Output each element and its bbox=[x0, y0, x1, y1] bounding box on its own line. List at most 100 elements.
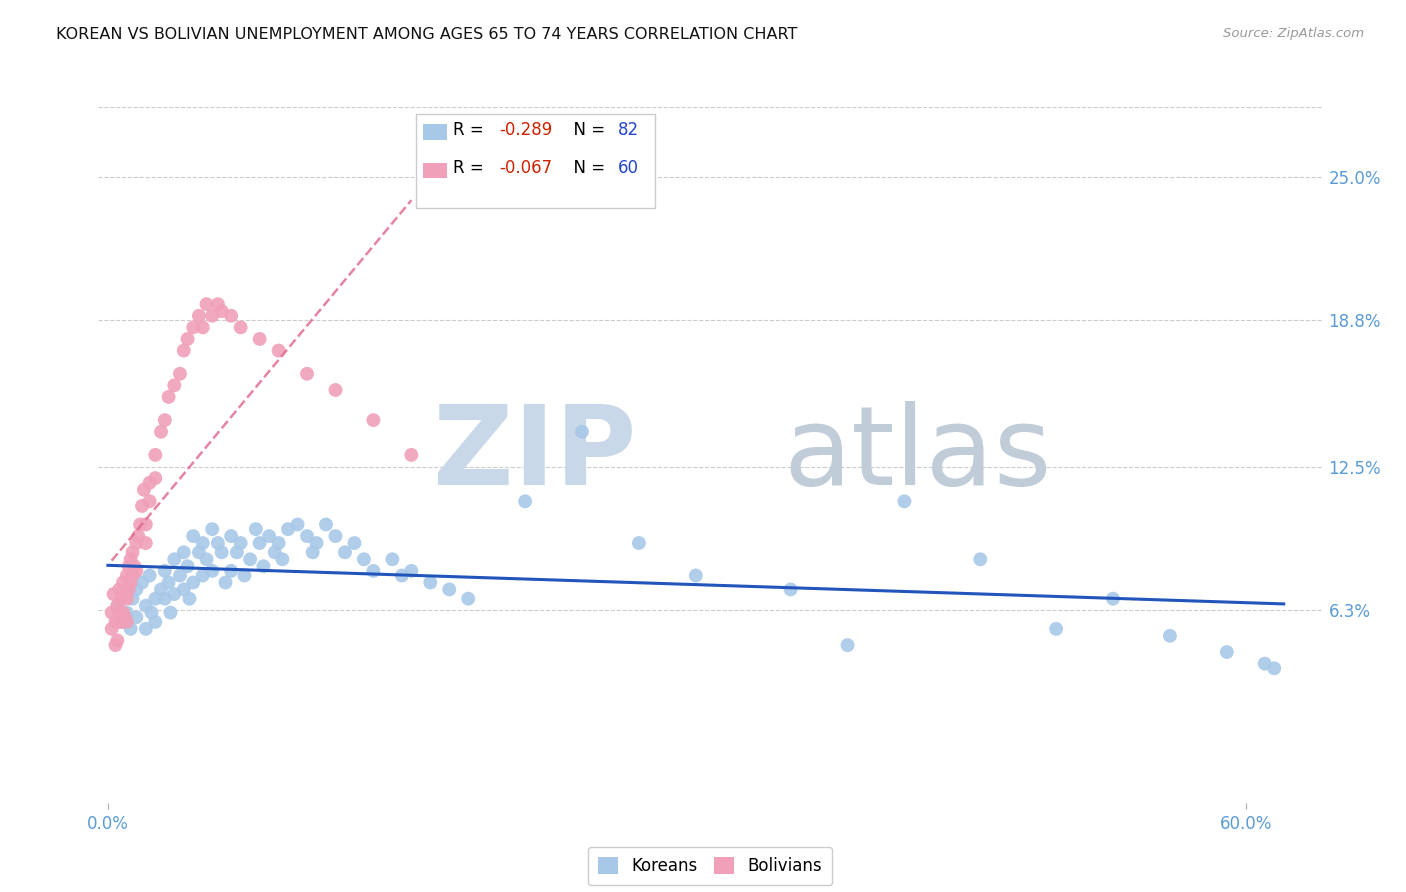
Point bbox=[131, 575, 153, 590]
Point bbox=[115, 615, 138, 629]
Point bbox=[124, 559, 146, 574]
Point bbox=[191, 568, 214, 582]
Point bbox=[135, 622, 157, 636]
Point bbox=[169, 367, 191, 381]
Point bbox=[229, 536, 252, 550]
Point bbox=[135, 517, 157, 532]
Point bbox=[114, 610, 136, 624]
Point bbox=[176, 559, 198, 574]
Point bbox=[143, 471, 166, 485]
Point bbox=[295, 367, 318, 381]
Point bbox=[173, 582, 195, 597]
Point bbox=[325, 529, 347, 543]
Point bbox=[1254, 657, 1277, 671]
Point bbox=[150, 582, 173, 597]
Point bbox=[150, 425, 173, 439]
Point bbox=[125, 582, 148, 597]
Point bbox=[104, 638, 127, 652]
Point bbox=[115, 568, 138, 582]
Point bbox=[353, 552, 375, 566]
Point bbox=[159, 606, 181, 620]
Point bbox=[287, 517, 309, 532]
Point bbox=[195, 297, 218, 311]
Text: N =: N = bbox=[564, 160, 610, 178]
Point bbox=[267, 343, 290, 358]
Point bbox=[131, 499, 153, 513]
Point bbox=[893, 494, 915, 508]
Point bbox=[115, 587, 138, 601]
Point bbox=[143, 448, 166, 462]
Point bbox=[153, 591, 176, 606]
Point bbox=[267, 536, 290, 550]
Point bbox=[201, 522, 224, 536]
Text: N =: N = bbox=[564, 121, 610, 139]
Point bbox=[245, 522, 267, 536]
Point bbox=[105, 633, 128, 648]
Point bbox=[252, 559, 274, 574]
Point bbox=[195, 552, 218, 566]
Point bbox=[105, 615, 128, 629]
Point bbox=[187, 309, 209, 323]
Point bbox=[207, 536, 229, 550]
FancyBboxPatch shape bbox=[423, 162, 447, 178]
Point bbox=[1159, 629, 1181, 643]
Point bbox=[112, 575, 135, 590]
Point bbox=[201, 309, 224, 323]
Point bbox=[837, 638, 859, 652]
Point bbox=[104, 615, 127, 629]
Point bbox=[138, 475, 160, 490]
Point bbox=[401, 448, 423, 462]
Point bbox=[115, 591, 138, 606]
Text: 82: 82 bbox=[619, 121, 640, 139]
Point bbox=[381, 552, 404, 566]
Point bbox=[301, 545, 323, 559]
Point bbox=[305, 536, 328, 550]
Point bbox=[120, 622, 142, 636]
Point bbox=[211, 545, 233, 559]
Point bbox=[219, 564, 242, 578]
Text: Source: ZipAtlas.com: Source: ZipAtlas.com bbox=[1223, 27, 1364, 40]
Point bbox=[173, 343, 195, 358]
Point bbox=[125, 564, 148, 578]
Point bbox=[363, 564, 385, 578]
Point bbox=[969, 552, 991, 566]
Point bbox=[181, 320, 204, 334]
Point bbox=[157, 575, 180, 590]
Point bbox=[391, 568, 413, 582]
Point bbox=[121, 591, 143, 606]
Point bbox=[277, 522, 299, 536]
Point bbox=[571, 425, 593, 439]
Point bbox=[110, 615, 132, 629]
Point bbox=[1216, 645, 1239, 659]
Point bbox=[457, 591, 479, 606]
Point bbox=[627, 536, 650, 550]
Point bbox=[249, 332, 271, 346]
Point bbox=[315, 517, 337, 532]
Point bbox=[419, 575, 441, 590]
Point bbox=[1263, 661, 1285, 675]
Point bbox=[114, 587, 136, 601]
Point bbox=[219, 309, 242, 323]
Point bbox=[363, 413, 385, 427]
Point bbox=[118, 582, 141, 597]
Text: ZIP: ZIP bbox=[433, 401, 637, 508]
Point bbox=[191, 536, 214, 550]
Point bbox=[169, 568, 191, 582]
Point bbox=[110, 591, 132, 606]
Point bbox=[333, 545, 356, 559]
Point bbox=[143, 615, 166, 629]
Point bbox=[239, 552, 262, 566]
Point bbox=[153, 564, 176, 578]
Point bbox=[249, 536, 271, 550]
Point bbox=[108, 606, 131, 620]
Point bbox=[105, 599, 128, 613]
Point bbox=[120, 575, 142, 590]
Point bbox=[685, 568, 707, 582]
Point bbox=[163, 552, 186, 566]
Point bbox=[214, 575, 236, 590]
Text: KOREAN VS BOLIVIAN UNEMPLOYMENT AMONG AGES 65 TO 74 YEARS CORRELATION CHART: KOREAN VS BOLIVIAN UNEMPLOYMENT AMONG AG… bbox=[56, 27, 797, 42]
Point bbox=[129, 517, 152, 532]
Point bbox=[173, 545, 195, 559]
Point bbox=[207, 297, 229, 311]
Point bbox=[513, 494, 536, 508]
